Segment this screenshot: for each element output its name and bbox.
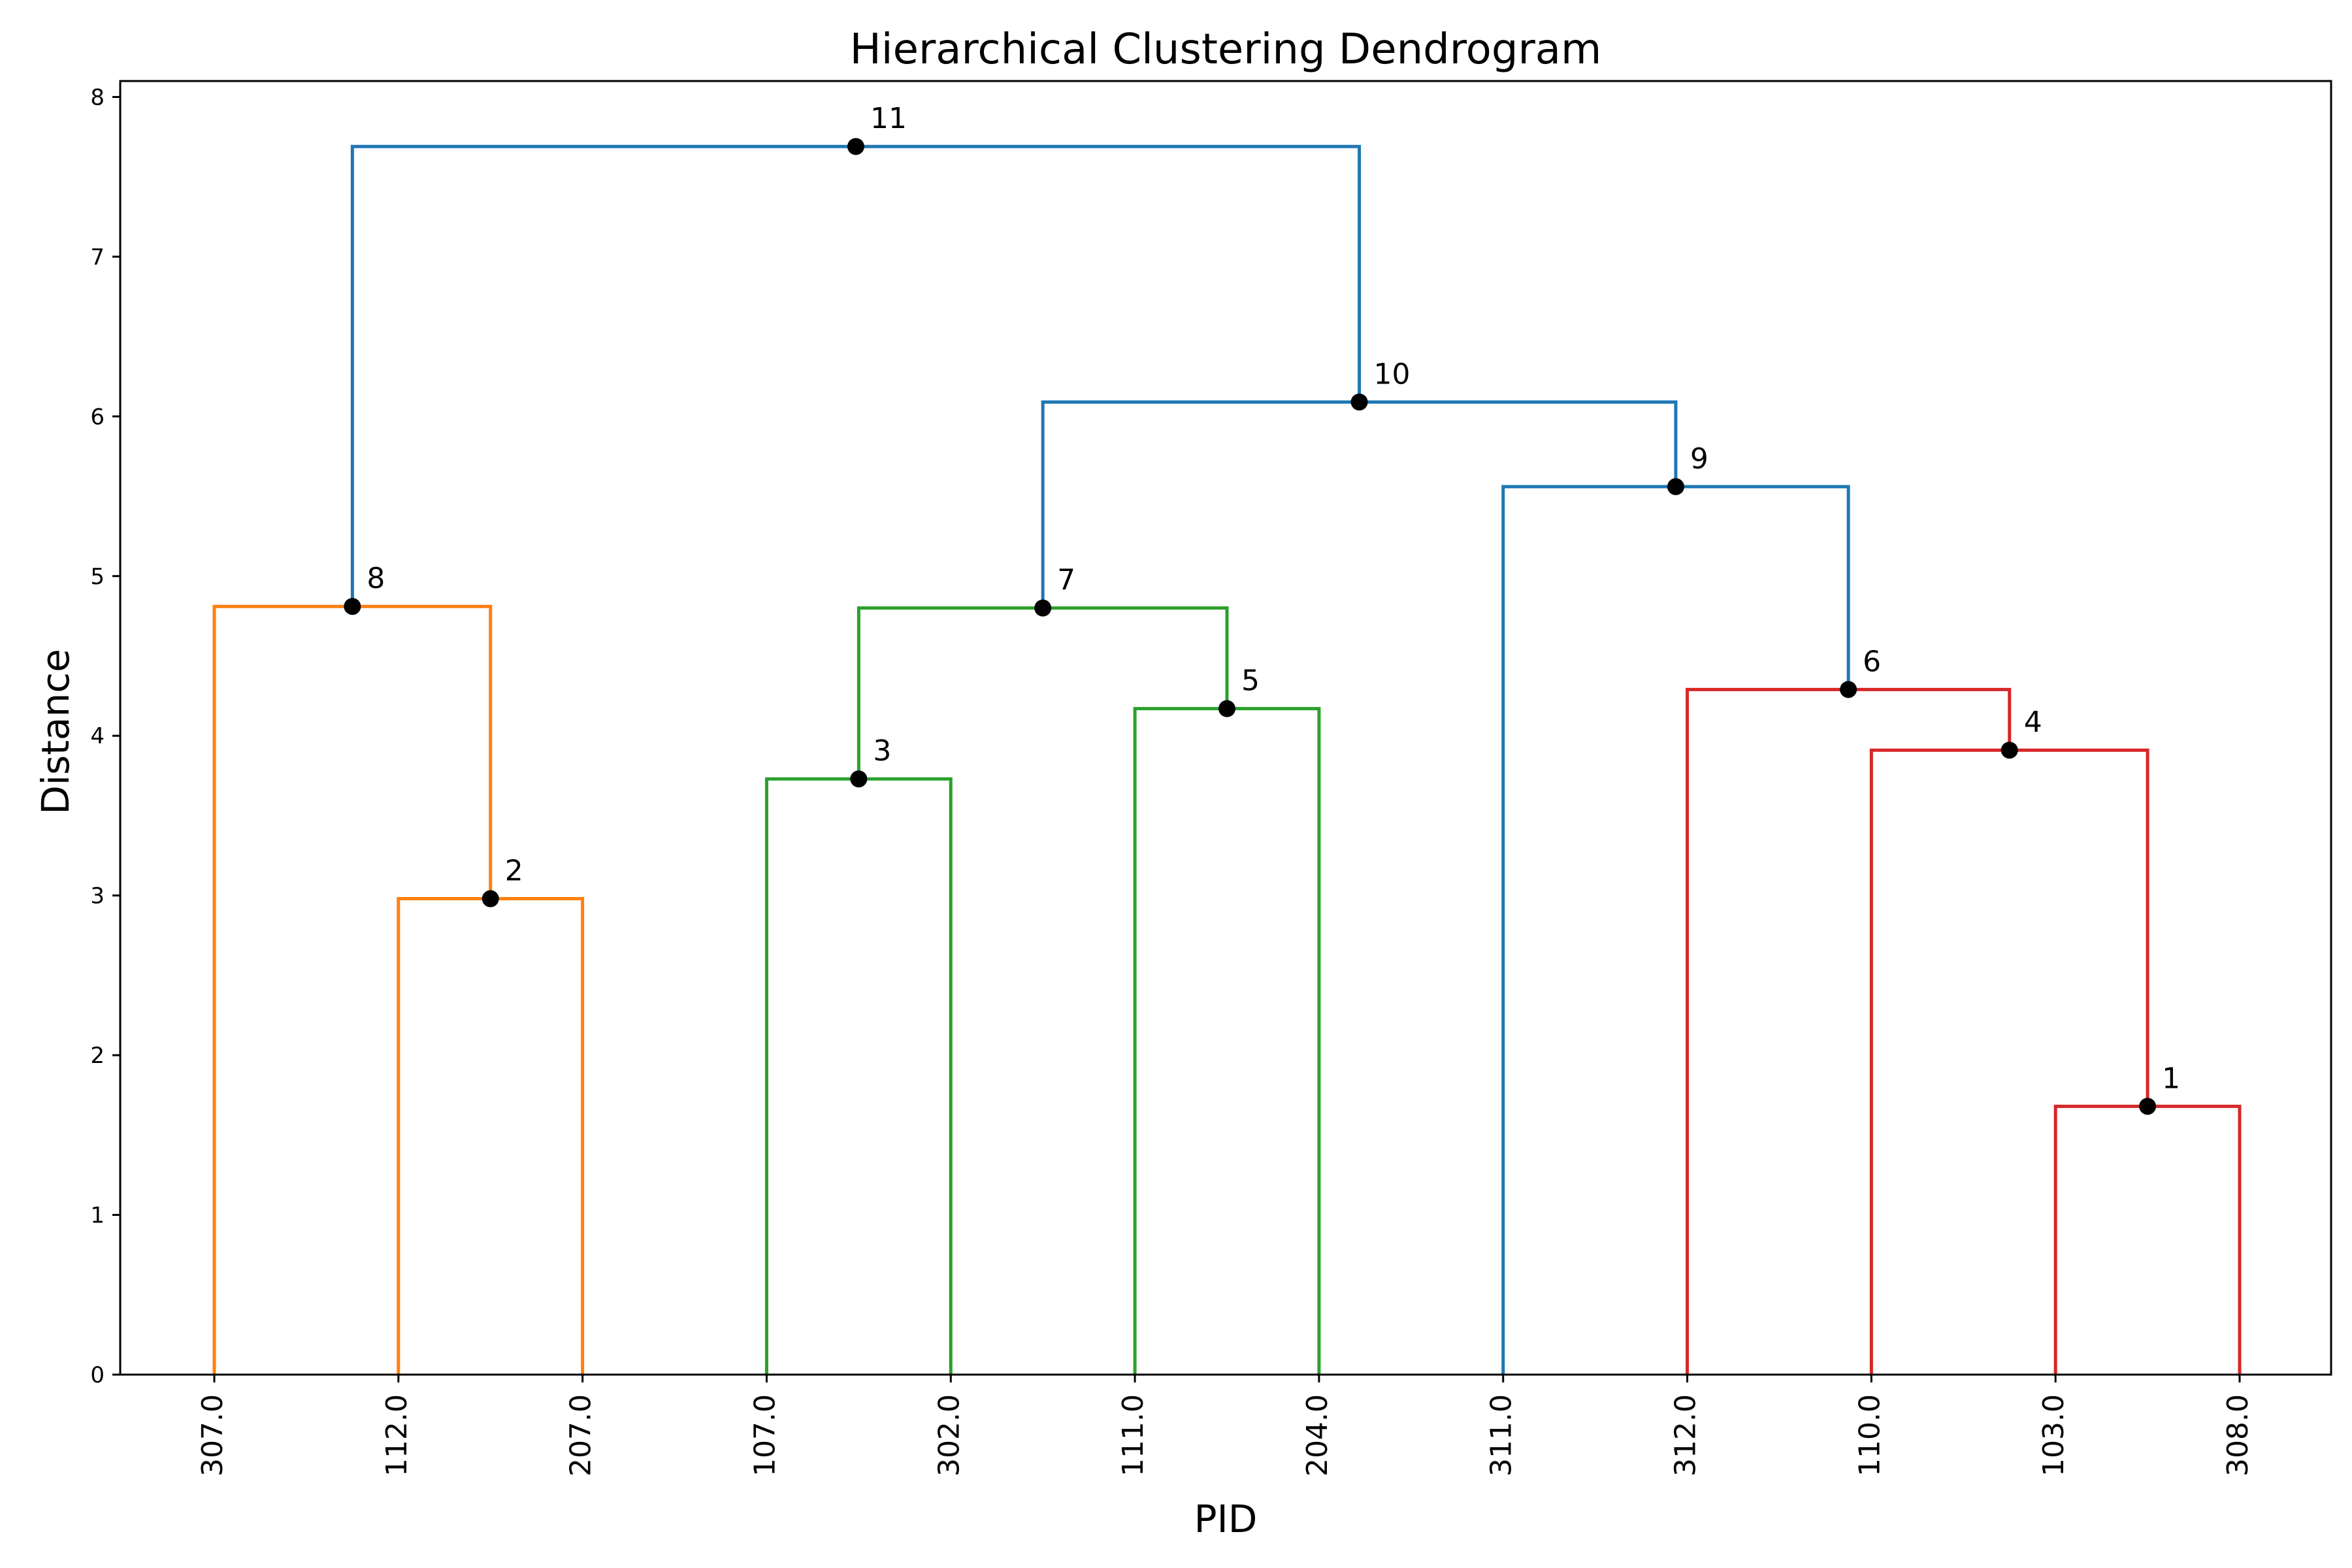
dendrogram-link-1 <box>2053 1104 2242 1375</box>
y-tick-label: 5 <box>90 564 105 590</box>
x-tick-label: 107.0 <box>748 1394 781 1477</box>
y-tick-label: 1 <box>90 1203 105 1229</box>
merge-node-label: 9 <box>1690 442 1708 476</box>
merge-node-label: 3 <box>873 734 891 768</box>
merge-node-9 <box>1667 478 1684 495</box>
x-tick-label: 307.0 <box>196 1394 229 1477</box>
dendrogram-link-9 <box>1501 485 1850 1375</box>
x-tick-label: 302.0 <box>932 1394 966 1477</box>
x-tick-label: 103.0 <box>2037 1394 2070 1477</box>
dendrogram-link-11 <box>350 144 1362 607</box>
x-tick-label: 111.0 <box>1117 1394 1150 1477</box>
merge-node-label: 6 <box>1863 645 1881 678</box>
dendrogram-link-2 <box>397 897 585 1375</box>
dendrogram-link-7 <box>857 606 1229 779</box>
merge-node-4 <box>2001 742 2018 759</box>
x-tick-label: 110.0 <box>1853 1394 1886 1477</box>
merge-node-label: 2 <box>505 855 523 888</box>
y-tick-label: 7 <box>90 244 105 270</box>
y-tick-label: 8 <box>90 84 105 110</box>
y-tick-label: 0 <box>90 1362 105 1388</box>
merge-node-3 <box>850 770 868 788</box>
x-tick-label: 207.0 <box>564 1394 598 1477</box>
chart-title: Hierarchical Clustering Dendrogram <box>850 25 1602 74</box>
merge-node-label: 10 <box>1374 357 1411 391</box>
merge-node-5 <box>1218 700 1235 717</box>
x-axis-title: PID <box>1194 1497 1258 1541</box>
merge-node-label: 1 <box>2162 1062 2180 1095</box>
dendrogram-link-10 <box>1041 400 1678 608</box>
dendrogram-link-6 <box>1686 687 2012 1375</box>
merge-node-7 <box>1034 599 1052 617</box>
x-tick-label: 312.0 <box>1669 1394 1703 1477</box>
y-tick-label: 3 <box>90 883 105 909</box>
y-tick-label: 2 <box>90 1043 105 1069</box>
merge-node-6 <box>1840 681 1857 698</box>
x-tick-label: 112.0 <box>380 1394 414 1477</box>
dendrogram-link-4 <box>1869 748 2149 1375</box>
dendrogram-link-8 <box>212 604 493 1375</box>
plot-frame <box>119 80 2332 1376</box>
merge-node-label: 11 <box>870 102 907 135</box>
merge-node-2 <box>482 890 499 907</box>
merge-node-label: 4 <box>2024 706 2042 739</box>
dendrogram-link-5 <box>1133 707 1321 1375</box>
x-tick-label: 204.0 <box>1301 1394 1334 1477</box>
merge-node-label: 8 <box>367 562 385 595</box>
dendrogram-link-3 <box>764 777 953 1375</box>
merge-node-label: 5 <box>1241 664 1260 698</box>
y-tick-label: 6 <box>90 404 105 430</box>
merge-node-8 <box>344 598 361 615</box>
merge-node-10 <box>1350 393 1368 411</box>
plot-area: 0 1 2 3 4 5 6 7 8 307.0 112.0 207.0 107.0 302.0 111.0 2… <box>90 84 2255 1477</box>
merge-node-1 <box>2139 1098 2157 1115</box>
merge-node-11 <box>847 138 864 155</box>
y-axis-title: Distance <box>33 649 78 815</box>
merge-node-label: 7 <box>1057 564 1075 597</box>
x-tick-label: 308.0 <box>2221 1394 2255 1477</box>
y-tick-label: 4 <box>90 723 105 749</box>
x-tick-label: 311.0 <box>1485 1394 1518 1477</box>
